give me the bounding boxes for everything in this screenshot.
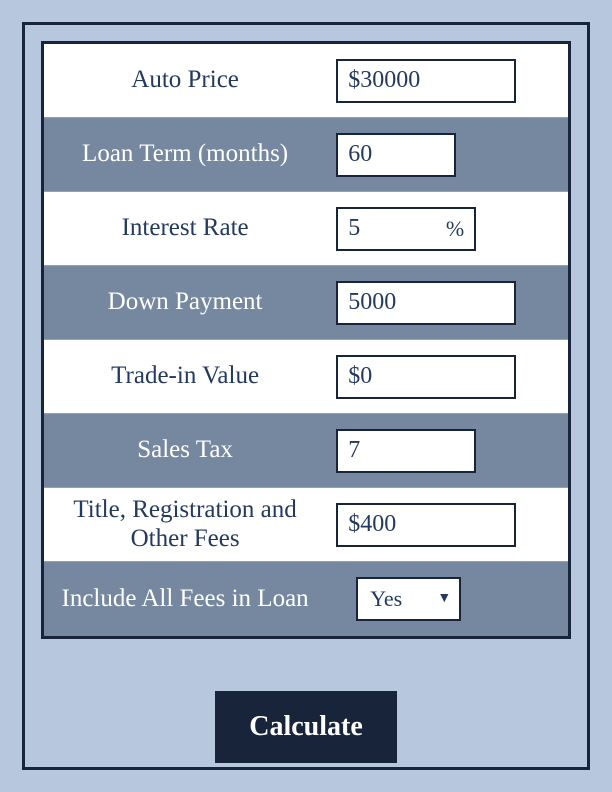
value-auto-price: $30000: [348, 67, 420, 94]
cell-down-payment: 5000: [326, 281, 568, 325]
cell-trade-in: $0: [326, 355, 568, 399]
input-fees[interactable]: $400: [336, 503, 516, 547]
select-include-fees[interactable]: Yes ▼: [356, 577, 461, 621]
input-auto-price[interactable]: $30000: [336, 59, 516, 103]
label-loan-term: Loan Term (months): [44, 134, 326, 175]
label-auto-price: Auto Price: [44, 60, 326, 101]
value-trade-in: $0: [348, 363, 372, 390]
input-sales-tax[interactable]: 7: [336, 429, 476, 473]
row-loan-term: Loan Term (months) 60: [44, 118, 568, 192]
value-loan-term: 60: [348, 141, 372, 168]
label-fees: Title, Registration and Other Fees: [44, 490, 326, 560]
cell-auto-price: $30000: [326, 59, 568, 103]
loan-calculator-panel: Auto Price $30000 Loan Term (months) 60 …: [22, 22, 590, 770]
value-fees: $400: [348, 511, 396, 538]
input-down-payment[interactable]: 5000: [336, 281, 516, 325]
value-interest-rate: 5: [348, 215, 360, 242]
label-down-payment: Down Payment: [44, 282, 326, 323]
loan-form: Auto Price $30000 Loan Term (months) 60 …: [41, 41, 571, 639]
label-interest-rate: Interest Rate: [44, 208, 326, 249]
row-interest-rate: Interest Rate 5 %: [44, 192, 568, 266]
chevron-down-icon: ▼: [437, 591, 451, 607]
row-fees: Title, Registration and Other Fees $400: [44, 488, 568, 562]
suffix-interest-rate: %: [446, 216, 464, 242]
calculate-button[interactable]: Calculate: [215, 691, 397, 763]
row-include-fees: Include All Fees in Loan Yes ▼: [44, 562, 568, 636]
row-sales-tax: Sales Tax 7: [44, 414, 568, 488]
cell-loan-term: 60: [326, 133, 568, 177]
cell-sales-tax: 7: [326, 429, 568, 473]
value-down-payment: 5000: [348, 289, 396, 316]
cell-include-fees: Yes ▼: [326, 577, 568, 621]
input-trade-in[interactable]: $0: [336, 355, 516, 399]
input-loan-term[interactable]: 60: [336, 133, 456, 177]
label-trade-in: Trade-in Value: [44, 356, 326, 397]
select-value: Yes: [370, 586, 402, 612]
cell-fees: $400: [326, 503, 568, 547]
label-sales-tax: Sales Tax: [44, 430, 326, 471]
row-down-payment: Down Payment 5000: [44, 266, 568, 340]
label-include-fees: Include All Fees in Loan: [44, 579, 326, 620]
value-sales-tax: 7: [348, 437, 360, 464]
cell-interest-rate: 5 %: [326, 207, 568, 251]
input-interest-rate[interactable]: 5 %: [336, 207, 476, 251]
row-trade-in: Trade-in Value $0: [44, 340, 568, 414]
row-auto-price: Auto Price $30000: [44, 44, 568, 118]
